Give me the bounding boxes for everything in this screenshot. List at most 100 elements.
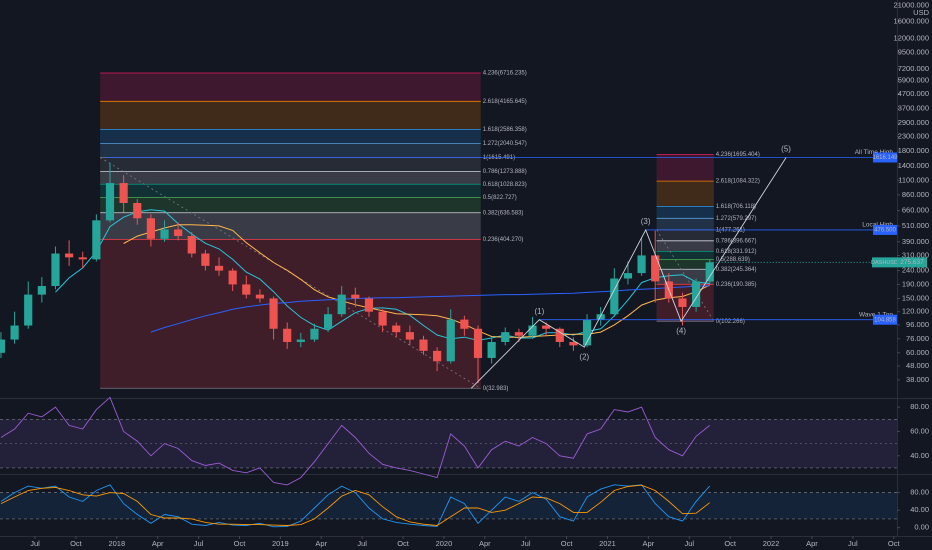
candle-body <box>37 286 46 295</box>
fib-trend <box>99 157 481 389</box>
candle-body <box>201 253 210 266</box>
x-tick-label: Apr <box>315 539 327 548</box>
price-box-label: 104.858 <box>874 317 896 323</box>
fib-band <box>656 154 714 182</box>
y-tick-label: 80.00 <box>910 402 929 411</box>
x-tick-label: Oct <box>561 539 574 548</box>
y-tick-label: 660.000 <box>902 206 929 215</box>
fib-label: 0.5(288.639) <box>716 257 750 263</box>
fib-label: 2.618(4165.645) <box>483 99 527 105</box>
y-tick-label: 60.000 <box>906 348 929 357</box>
price-box-label: 1616.149 <box>872 155 898 161</box>
last-price-label: 275.637 <box>900 259 924 266</box>
fib-label: 0.5(822.727) <box>483 195 517 201</box>
candle-body <box>555 328 564 342</box>
candle-body <box>242 284 251 295</box>
y-tick-label: 80.00 <box>910 488 929 497</box>
y-tick-label: 1400.000 <box>898 161 929 170</box>
y-tick-label: 150.000 <box>902 293 929 302</box>
fib-band <box>656 240 714 252</box>
fib-band <box>100 101 481 130</box>
y-tick-label: 860.000 <box>902 190 929 199</box>
candle-body <box>705 262 714 282</box>
fib-band <box>656 229 714 241</box>
currency-label: USD <box>913 8 929 17</box>
y-tick-label: 1800.000 <box>898 146 929 155</box>
y-tick-label: 0.00 <box>914 523 929 532</box>
candle-body <box>528 325 537 336</box>
candle-body <box>637 255 646 274</box>
x-tick-label: Jul <box>684 539 694 548</box>
y-tick-label: 76.000 <box>906 334 929 343</box>
y-tick-label: 120.000 <box>902 307 929 316</box>
rsi-line <box>0 396 710 486</box>
y-tick-label: 390.000 <box>902 237 929 246</box>
candle-body <box>351 294 360 299</box>
y-tick-label: 60.00 <box>910 426 929 435</box>
y-tick-label: 2300.000 <box>898 132 929 141</box>
y-tick-label: 96.000 <box>906 320 929 329</box>
fib-band <box>100 157 481 172</box>
candle-body <box>51 253 60 287</box>
x-tick-label: Apr <box>479 539 491 548</box>
x-tick-label: Jul <box>357 539 367 548</box>
candle-body <box>187 236 196 254</box>
candle-body <box>337 294 346 315</box>
fib-label: 2.618(1084.322) <box>716 179 760 185</box>
fib-band <box>656 206 714 219</box>
wave-label: (1) <box>534 307 544 316</box>
fib-label: 1.272(579.297) <box>716 216 757 222</box>
candle-body <box>487 341 496 358</box>
candle-body <box>78 257 87 260</box>
y-tick-label: 5900.000 <box>898 76 929 85</box>
candle-body <box>92 220 101 260</box>
x-tick-label: Apr <box>643 539 655 548</box>
candle-body <box>419 339 428 351</box>
fib-band <box>656 251 714 260</box>
y-tick-label: 1100.000 <box>898 175 929 184</box>
x-tick-label: Jul <box>521 539 531 548</box>
candle-body <box>678 298 687 307</box>
y-tick-label: 190.000 <box>902 279 929 288</box>
y-tick-label: 240.000 <box>902 266 929 275</box>
fib-band <box>656 269 714 285</box>
x-tick-label: 2021 <box>599 539 616 548</box>
candle-body <box>501 332 510 342</box>
fib-band <box>656 181 714 207</box>
x-tick-label: Apr <box>152 539 164 548</box>
x-tick-label: Apr <box>806 539 818 548</box>
fib-band <box>100 129 481 144</box>
candle-body <box>174 229 183 237</box>
candle-body <box>692 281 701 307</box>
fib-label: 1(477.261) <box>716 227 745 233</box>
moving-average <box>123 224 710 338</box>
moving-average <box>55 209 710 341</box>
fib-band <box>100 143 481 158</box>
y-tick-label: 7200.000 <box>898 64 929 73</box>
symbol-label: DASHUSD <box>871 260 898 266</box>
candle-body <box>651 255 660 282</box>
candle-body <box>460 319 469 329</box>
y-tick-label: 4700.000 <box>898 89 929 98</box>
candle-body <box>160 229 169 239</box>
x-tick-label: 2019 <box>272 539 289 548</box>
y-tick-label: 12000.000 <box>894 34 929 43</box>
wave-line <box>470 157 787 389</box>
fib-label: 1.272(2040.547) <box>483 141 527 147</box>
y-tick-label: 16000.000 <box>894 17 929 26</box>
candle-body <box>542 325 551 329</box>
candle-body <box>296 339 305 342</box>
y-tick-label: 40.00 <box>910 451 929 460</box>
fib-label: 0.236(404.270) <box>483 237 524 243</box>
y-tick-label: 3700.000 <box>898 103 929 112</box>
candle-body <box>133 203 142 219</box>
fib-band <box>100 212 481 240</box>
candle-body <box>378 311 387 326</box>
candle-body <box>582 319 592 346</box>
fib-label: 0.786(1273.888) <box>483 169 527 175</box>
fib-band <box>100 73 481 102</box>
x-tick-label: Jul <box>194 539 204 548</box>
y-tick-label: 2900.000 <box>898 118 929 127</box>
fib-label: 0.618(331.912) <box>716 249 757 255</box>
stoch-line <box>0 484 710 526</box>
